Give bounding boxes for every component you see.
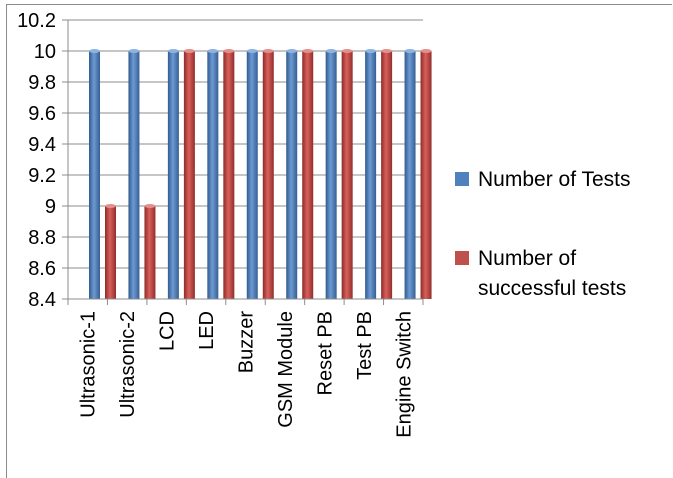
bar-successful (302, 51, 314, 299)
legend-swatch-successful (455, 251, 469, 265)
legend-swatch-tests (455, 172, 469, 186)
bar-tests (325, 51, 337, 299)
bar-top (207, 49, 219, 53)
y-tick-label: 8.4 (28, 289, 56, 311)
bar-top (286, 49, 298, 53)
bar-tests (365, 51, 377, 299)
bar-tests (404, 51, 416, 299)
legend-label: successful tests (478, 277, 626, 300)
bar-successful (105, 206, 116, 299)
y-axis: 10.2 10 9.8 9.6 9.4 9.2 9 8.8 8.6 8.4 (17, 10, 69, 311)
bar-top (89, 49, 100, 53)
bar-tests (207, 51, 219, 299)
x-category-label: Reset PB (314, 311, 336, 395)
bar-tests (89, 51, 100, 299)
bar-top (223, 49, 235, 53)
chart-frame (6, 4, 672, 478)
bar-top (105, 204, 116, 208)
x-category-label: Buzzer (236, 311, 258, 374)
x-category-label: Test PB (354, 311, 376, 380)
bar-top (246, 49, 258, 53)
bars (89, 49, 432, 299)
y-tick-label: 9.2 (28, 165, 56, 187)
bar-top (404, 49, 416, 53)
x-category-label: Ultrasonic-2 (117, 311, 139, 418)
x-category-label: LCD (157, 311, 179, 351)
bar-top (341, 49, 353, 53)
y-tick-label: 10 (34, 41, 56, 63)
y-tick-label: 9.4 (28, 134, 56, 156)
bar-tests (167, 51, 179, 299)
bar-top (262, 49, 274, 53)
x-category-label: Ultrasonic-1 (78, 311, 100, 418)
y-tick-label: 10.2 (17, 10, 56, 32)
y-tick-label: 8.8 (28, 227, 56, 249)
bar-top (302, 49, 314, 53)
legend-label: Number of (478, 247, 576, 270)
y-tick-label: 9.8 (28, 72, 56, 94)
legend: Number of Tests Number of successful tests (455, 168, 631, 300)
bar-top (325, 49, 337, 53)
bar-tests (286, 51, 298, 299)
bar-top (167, 49, 179, 53)
bar-top (381, 49, 393, 53)
bar-successful (183, 51, 195, 299)
bar-successful (341, 51, 353, 299)
bar-successful (262, 51, 274, 299)
bar-successful (144, 206, 156, 299)
bar-top (420, 49, 432, 53)
bar-tests (246, 51, 258, 299)
bar-successful (420, 51, 432, 299)
y-tick-label: 8.6 (28, 258, 56, 280)
x-category-label: GSM Module (275, 311, 297, 428)
bar-top (144, 204, 156, 208)
bar-top (183, 49, 195, 53)
bar-tests (128, 51, 140, 299)
bar-successful (223, 51, 235, 299)
legend-label: Number of Tests (478, 168, 631, 191)
y-tick-label: 9.6 (28, 103, 56, 125)
bar-top (365, 49, 377, 53)
y-tick-label: 9 (45, 196, 56, 218)
x-category-label: Engine Switch (393, 311, 415, 438)
x-axis: Ultrasonic-1 Ultrasonic-2 LCD LED Buzzer GSM … (67, 298, 424, 438)
x-category-label: LED (196, 311, 218, 350)
bar-top (128, 49, 140, 53)
bar-successful (381, 51, 393, 299)
